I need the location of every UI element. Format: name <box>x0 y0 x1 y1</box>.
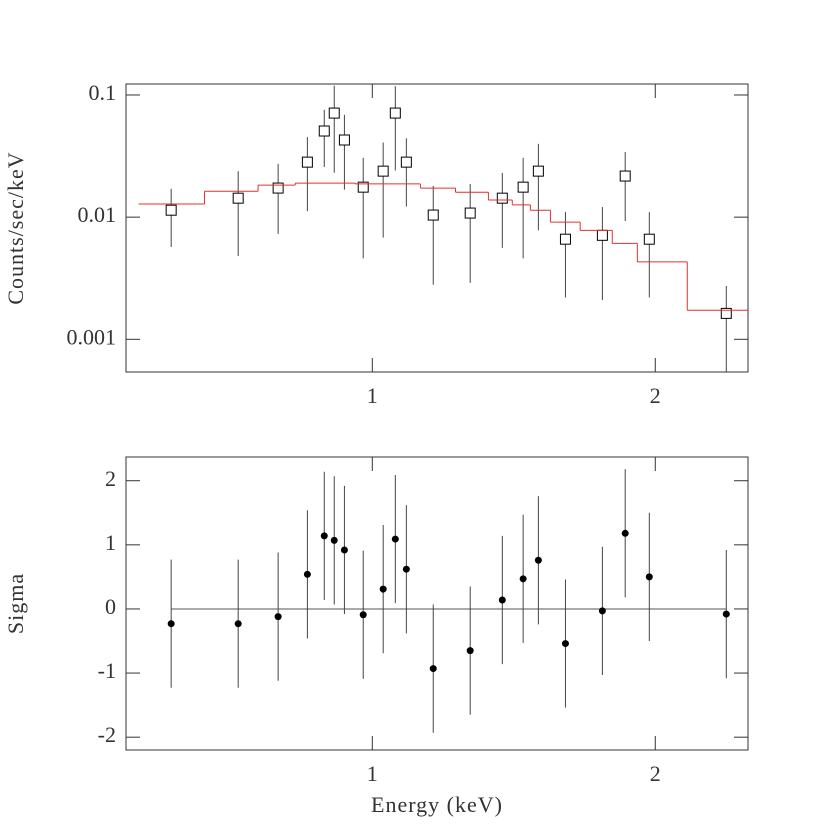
data-point <box>534 556 542 564</box>
data-point <box>340 546 348 554</box>
y-axis-label: Counts/sec/keV <box>3 151 28 304</box>
data-point <box>619 170 631 182</box>
x-tick-label: 1 <box>367 761 378 786</box>
data-point <box>272 182 284 194</box>
data-point <box>274 613 282 621</box>
y-tick-label: 0.01 <box>78 202 117 227</box>
data-point <box>301 156 313 168</box>
plot-frame <box>125 83 749 373</box>
y-tick-label: 0.001 <box>67 324 117 349</box>
data-point <box>519 575 527 583</box>
data-point <box>379 585 387 593</box>
data-point <box>720 307 732 319</box>
data-point <box>464 207 476 219</box>
x-axis-label: Energy (keV) <box>371 792 503 817</box>
data-point <box>466 647 474 655</box>
data-point <box>532 165 544 177</box>
data-point <box>377 165 389 177</box>
data-point <box>621 529 629 537</box>
data-point <box>165 204 177 216</box>
x-tick-label: 1 <box>367 383 378 408</box>
data-point <box>234 620 242 628</box>
data-point <box>402 565 410 573</box>
data-point <box>643 233 655 245</box>
data-point <box>389 107 401 119</box>
data-point <box>645 573 653 581</box>
y-tick-label: -1 <box>98 658 116 683</box>
data-point <box>330 536 338 544</box>
plot-frame <box>125 456 749 751</box>
data-point <box>357 181 369 193</box>
y-tick-label: 2 <box>105 466 116 491</box>
data-point <box>338 134 350 146</box>
y-tick-label: 1 <box>105 530 116 555</box>
y-tick-label: 0.1 <box>89 80 117 105</box>
data-point <box>391 535 399 543</box>
data-point <box>167 620 175 628</box>
data-point <box>517 181 529 193</box>
data-point <box>559 233 571 245</box>
y-axis-label: Sigma <box>3 573 28 634</box>
data-point <box>598 607 606 615</box>
data-point <box>498 596 506 604</box>
data-point <box>722 610 730 618</box>
data-point <box>318 125 330 137</box>
data-point <box>400 156 412 168</box>
data-point <box>303 570 311 578</box>
x-tick-label: 2 <box>650 383 661 408</box>
data-point <box>496 192 508 204</box>
data-point <box>232 192 244 204</box>
y-tick-label: 0 <box>105 594 116 619</box>
data-point <box>561 640 569 648</box>
y-tick-label: -2 <box>98 722 116 747</box>
data-point <box>320 532 328 540</box>
data-point <box>427 209 439 221</box>
data-point <box>359 611 367 619</box>
data-point <box>429 665 437 673</box>
x-tick-label: 2 <box>650 761 661 786</box>
data-point <box>596 229 608 241</box>
data-point <box>328 107 340 119</box>
